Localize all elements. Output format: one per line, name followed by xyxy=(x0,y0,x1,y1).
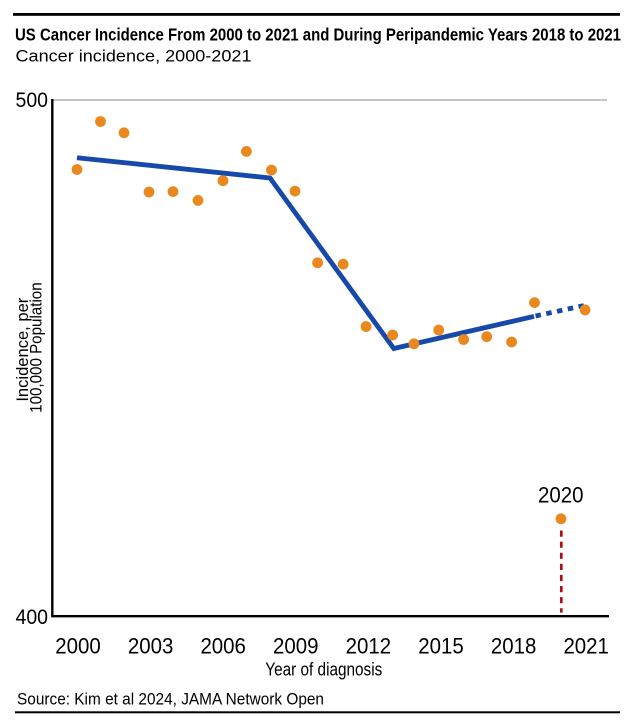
svg-text:US Cancer Incidence From 2000: US Cancer Incidence From 2000 to 2021 an… xyxy=(15,24,621,44)
svg-text:Source: Kim et al 2024, JAMA N: Source: Kim et al 2024, JAMA Network Ope… xyxy=(17,691,324,709)
svg-text:Year of diagnosis: Year of diagnosis xyxy=(265,658,382,679)
svg-text:2020: 2020 xyxy=(538,482,584,507)
svg-text:2012: 2012 xyxy=(346,634,392,659)
svg-text:400: 400 xyxy=(16,605,49,629)
svg-text:2018: 2018 xyxy=(491,634,537,659)
svg-text:2006: 2006 xyxy=(200,634,246,659)
svg-text:2003: 2003 xyxy=(128,634,174,659)
svg-text:Cancer incidence, 2000-2021: Cancer incidence, 2000-2021 xyxy=(16,48,252,66)
svg-text:Incidence, per: Incidence, per xyxy=(14,297,32,402)
svg-text:2009: 2009 xyxy=(273,634,319,659)
svg-text:2000: 2000 xyxy=(55,634,101,659)
svg-text:100,000 Population: 100,000 Population xyxy=(28,282,46,413)
svg-text:500: 500 xyxy=(16,88,49,112)
svg-text:2021: 2021 xyxy=(563,634,609,659)
svg-text:2015: 2015 xyxy=(418,634,464,659)
